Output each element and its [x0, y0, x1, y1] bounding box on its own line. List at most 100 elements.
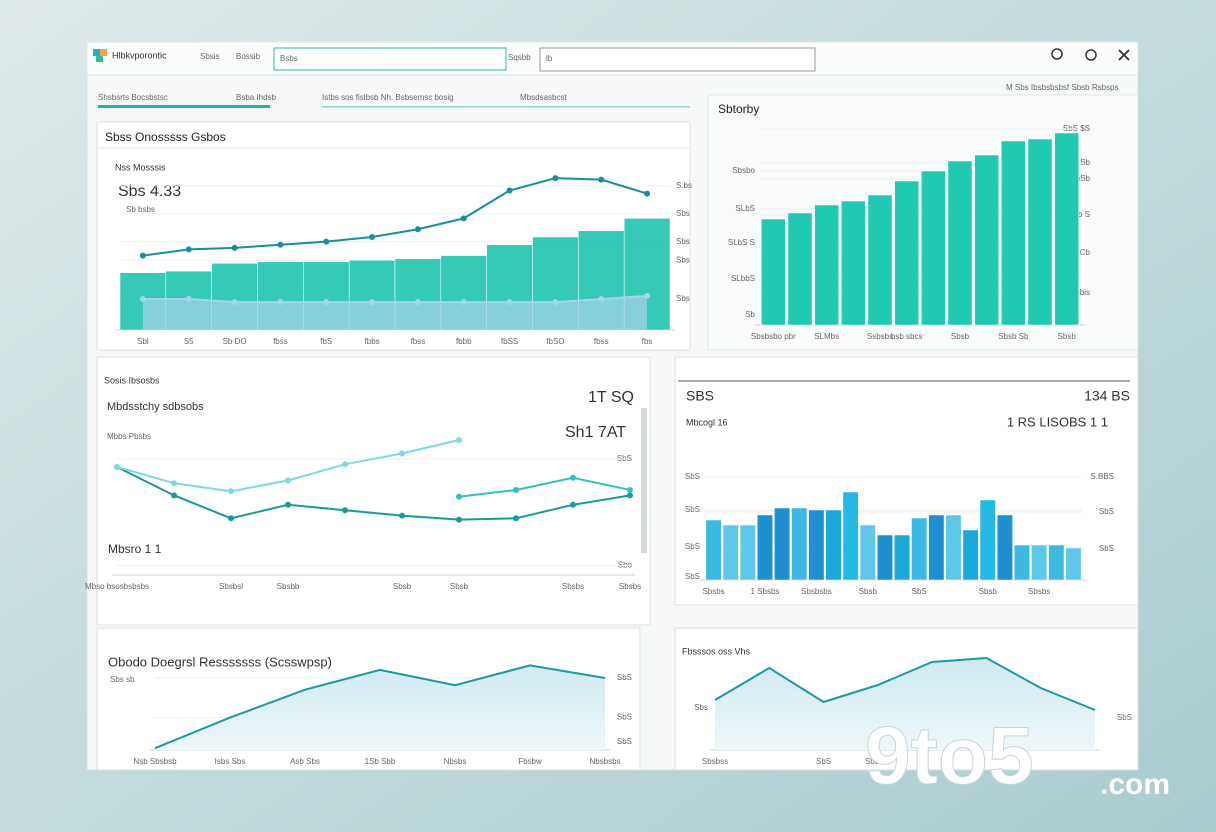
panel-title: Sbtorby — [718, 102, 759, 116]
point — [277, 299, 284, 306]
x-tick-label: Sbsb — [951, 332, 970, 341]
tab[interactable]: Istbs sos fislbsb Nh. Bsbsemsc bosig — [322, 93, 454, 102]
bar — [787, 212, 813, 326]
panel-value: 134 BS — [1084, 388, 1130, 404]
x-tick-label: Sbsbsl — [219, 582, 243, 591]
panel-title: SBS — [686, 388, 714, 404]
line — [714, 656, 1096, 711]
y-tick-label: Sbs — [676, 237, 690, 246]
bar — [739, 524, 756, 581]
x-tick-label: fbbs — [365, 337, 380, 346]
panel-title: Fbsssos oss Vhs — [682, 646, 751, 656]
line — [116, 466, 631, 521]
point — [456, 437, 462, 443]
bar — [1014, 544, 1030, 581]
filter-box[interactable] — [539, 47, 816, 72]
point — [114, 464, 120, 470]
point — [285, 501, 291, 508]
x-tick-label: S5 — [184, 337, 194, 346]
point — [644, 292, 651, 299]
x-tick-label: Sbsbs — [619, 582, 641, 591]
area-fill — [715, 658, 1095, 750]
y-tick-label: SLbbS — [731, 274, 755, 283]
point — [513, 486, 519, 493]
point — [456, 493, 462, 500]
point — [369, 234, 376, 240]
close-icon[interactable] — [1118, 49, 1130, 61]
search-box[interactable] — [273, 47, 507, 71]
point — [171, 492, 177, 499]
tab-underline — [98, 105, 270, 108]
search-icon[interactable] — [1051, 48, 1063, 60]
tab[interactable]: Bsba Ihdsb — [236, 93, 277, 102]
y-tick-label: SbSb — [1070, 174, 1090, 183]
tab[interactable]: Mbsdsasbcst — [520, 93, 567, 102]
point — [139, 296, 146, 302]
x-tick-label: Sbsbs — [702, 587, 724, 596]
x-tick-label: 1Sb Sbb — [365, 757, 396, 766]
filter-text: lb — [546, 54, 553, 63]
detail: 1 RS LISOBS 1 1 — [1007, 414, 1108, 429]
y-tick-label: SLbS — [735, 204, 755, 213]
point — [598, 176, 605, 183]
point — [598, 296, 605, 302]
bar — [841, 200, 866, 326]
y-tick-label: SbS — [685, 572, 700, 581]
tab[interactable]: Shsbsrts Bocsbstsc — [98, 93, 168, 102]
x-tick-label: bsb sbcs — [891, 332, 923, 341]
note: Mbbs Pbsbs — [107, 432, 151, 441]
x-tick-label: Nsb Sbsbsb — [133, 757, 177, 766]
y-tick-label: SbS — [617, 673, 632, 682]
point — [323, 238, 330, 245]
menu-item[interactable]: Bossib — [236, 52, 261, 61]
note: Sbs sb — [110, 675, 135, 684]
bar — [867, 194, 893, 326]
menu-item[interactable]: Sbsis — [200, 52, 220, 61]
y-tick-label: SbS — [685, 542, 700, 551]
x-tick-label: Isbs Sbs — [215, 757, 246, 766]
y-tick-label: Sbs — [676, 294, 690, 303]
line — [458, 476, 631, 498]
x-tick-label: Sbl — [137, 337, 149, 346]
bar — [774, 507, 791, 581]
bar — [1048, 544, 1065, 581]
logo — [100, 49, 107, 56]
y-tick-label: SbS — [617, 737, 632, 746]
x-tick-label: Nbsbsbs — [589, 757, 620, 766]
y-tick-label: S.BBS — [1090, 472, 1114, 481]
y-tick-label: SLbS S — [728, 238, 755, 247]
scrollbar[interactable] — [641, 408, 647, 553]
point — [369, 299, 376, 306]
panel-title: Obodo Doegrsl Resssssss (Scsswpsp) — [108, 654, 332, 669]
point — [399, 512, 405, 519]
bar — [1027, 138, 1053, 326]
logo — [93, 49, 100, 56]
subtitle: Nss Mosssis — [115, 162, 166, 172]
y-tick-label: SbS — [685, 472, 700, 481]
bar — [859, 524, 876, 581]
point — [460, 215, 467, 222]
x-tick-label: fbbb — [456, 337, 472, 346]
y-tick-label: Sbs — [694, 703, 708, 712]
line — [142, 294, 648, 304]
point — [414, 299, 421, 306]
x-tick-label: Sbsb — [450, 582, 469, 591]
y-tick-label: Sbs — [676, 209, 690, 218]
line — [142, 177, 648, 257]
watermark: 9to5 — [865, 711, 1034, 802]
point — [342, 461, 348, 468]
x-tick-label: Sbsb — [1058, 332, 1077, 341]
bar — [894, 180, 919, 326]
x-tick-label: Sbsb Sb — [998, 332, 1029, 341]
point — [231, 299, 238, 306]
x-tick-label: fbss — [411, 337, 426, 346]
point — [285, 477, 291, 484]
bar — [928, 514, 945, 581]
settings-icon[interactable] — [1085, 49, 1097, 61]
bar — [974, 154, 999, 326]
bar — [894, 534, 911, 581]
x-tick-label: fbss — [273, 337, 288, 346]
bar — [791, 507, 808, 581]
panel-title: Sosis Ibsosbs — [104, 375, 160, 385]
subtitle: Mbcogl 16 — [686, 417, 728, 427]
